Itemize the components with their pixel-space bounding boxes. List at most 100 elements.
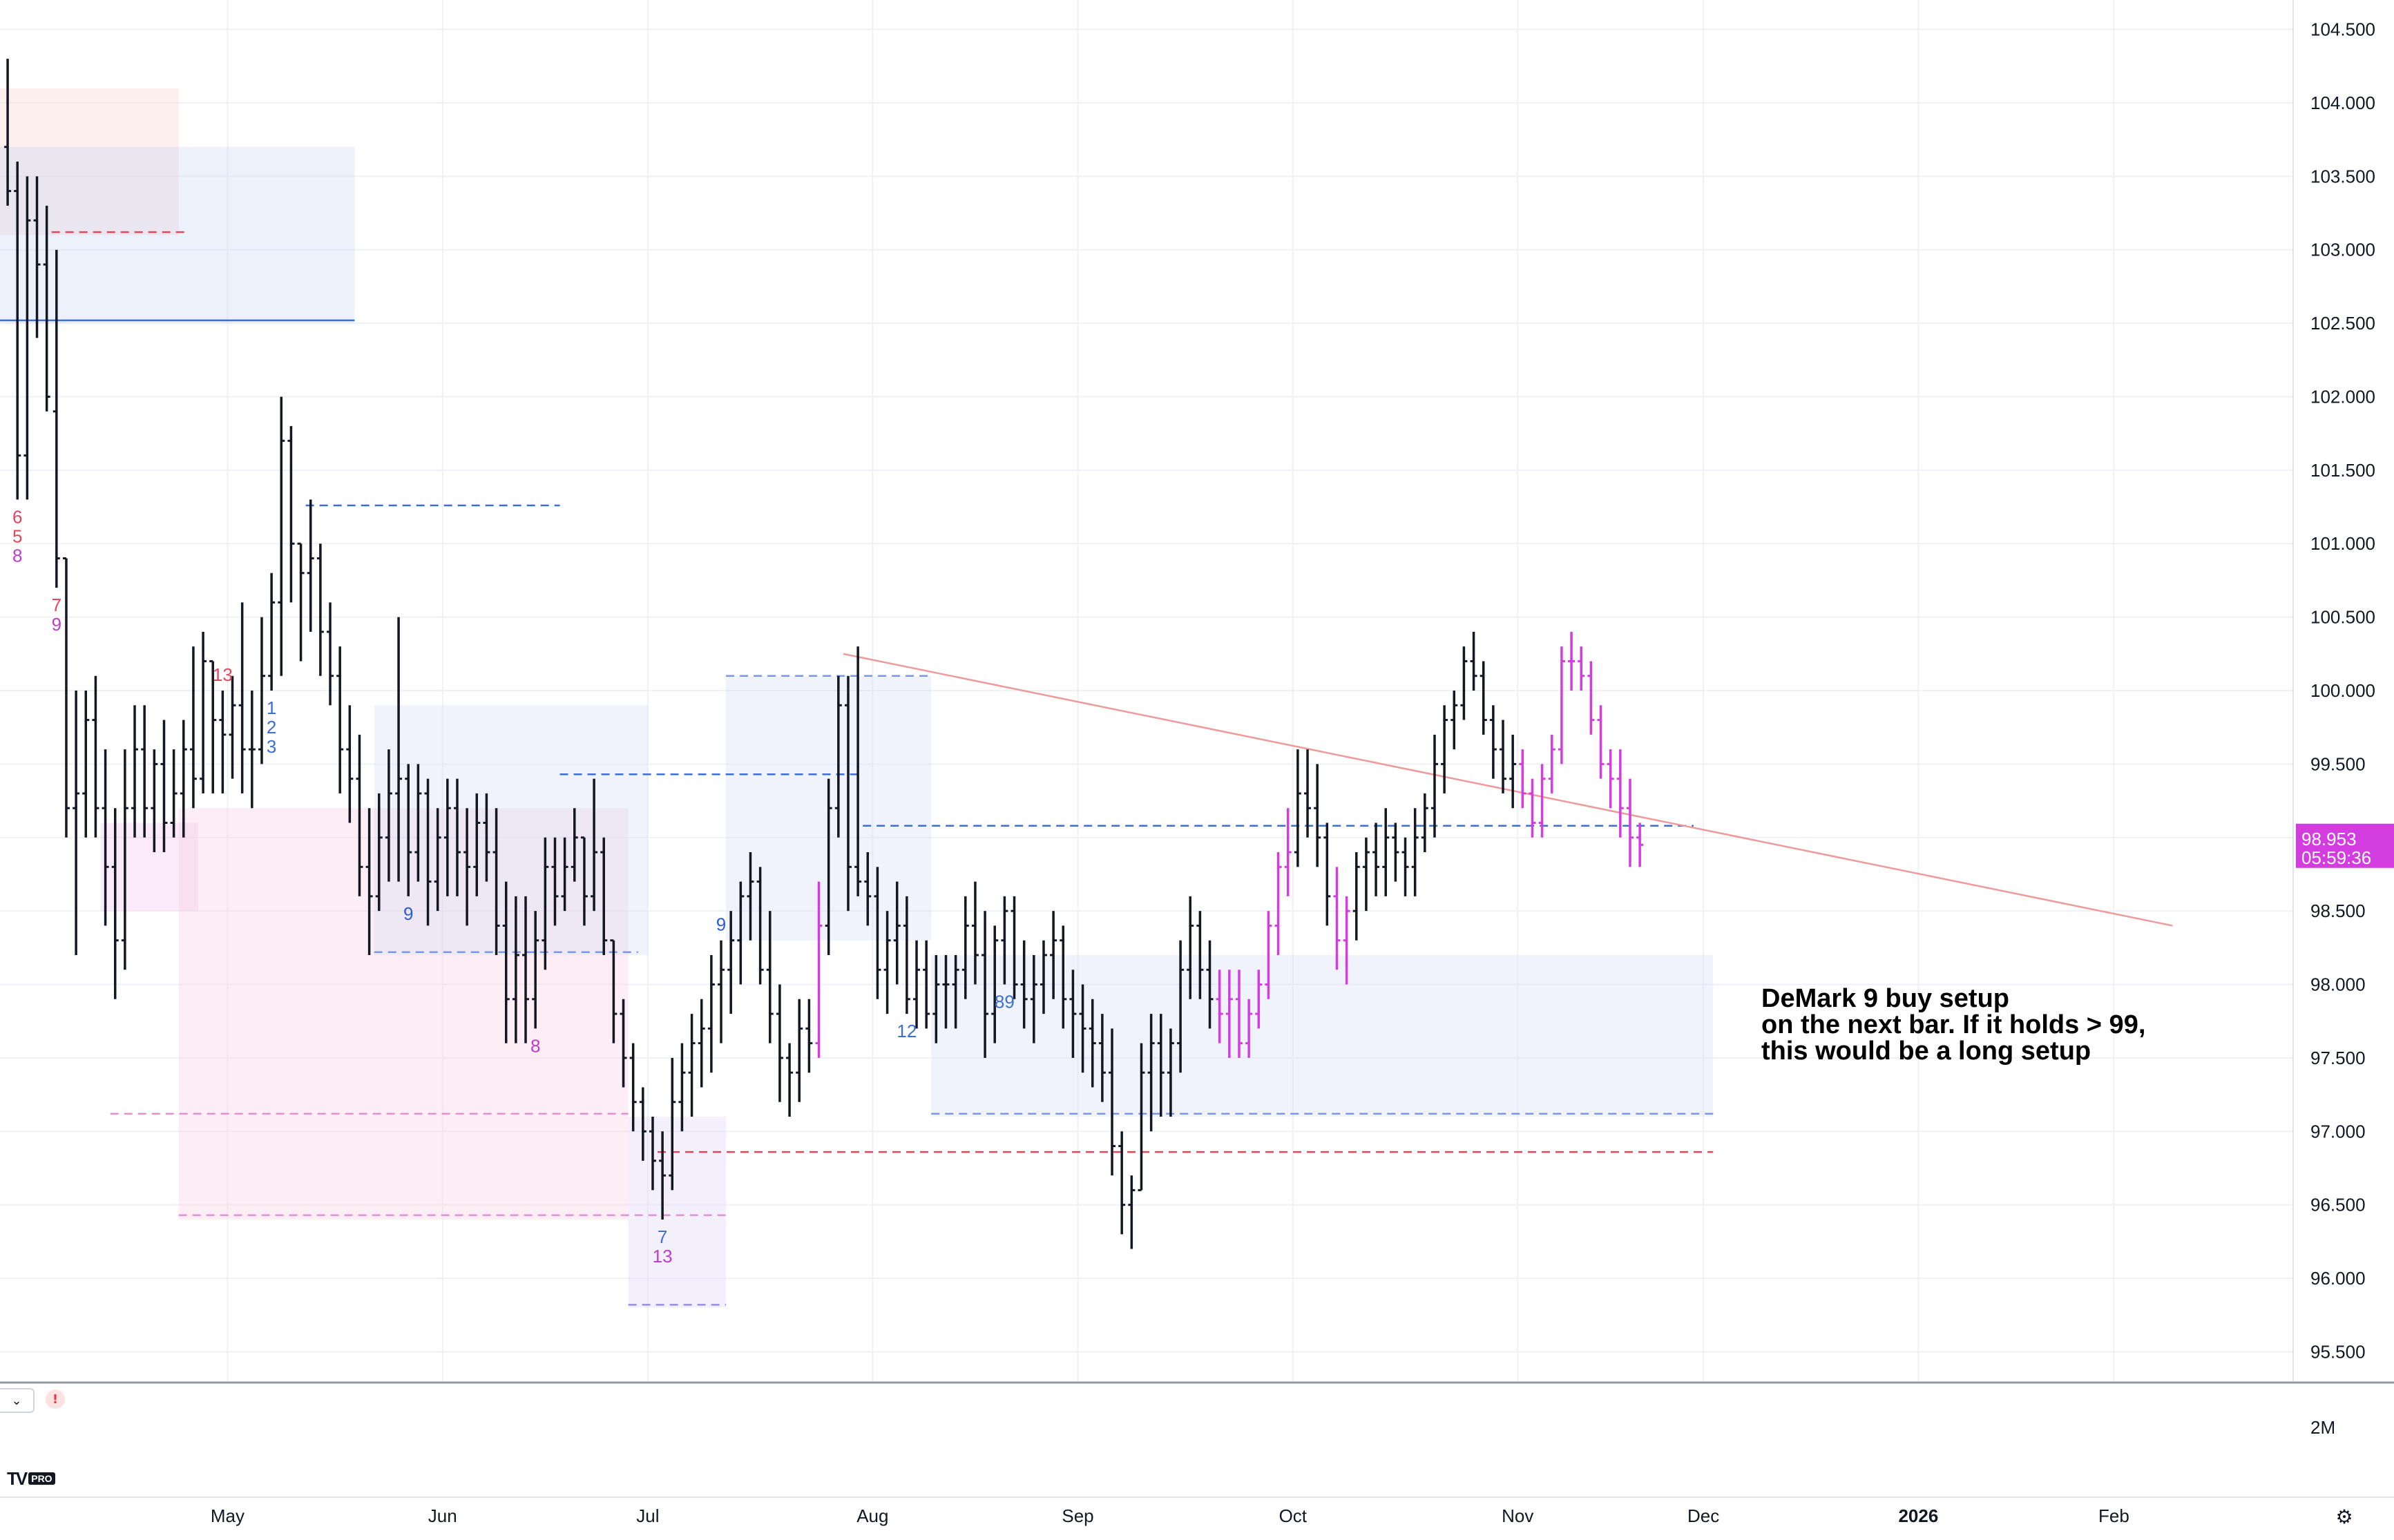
ohlc-bar [1167, 1028, 1174, 1117]
ohlc-bar [796, 999, 803, 1102]
month-label: Sep [1062, 1505, 1093, 1526]
zone-box [931, 954, 1714, 1117]
demark-count: 6 [12, 506, 22, 527]
ohlc-bar [1020, 940, 1028, 1029]
ohlc-bar [1245, 999, 1253, 1058]
ohlc-bar [610, 939, 617, 1043]
demark-count: 9 [716, 914, 726, 935]
ohlc-bar [1284, 808, 1292, 896]
logo-badge: PRO [28, 1472, 55, 1485]
ohlc-bar [1314, 764, 1321, 867]
ohlc-bar [1568, 631, 1576, 691]
ohlc-bar [961, 896, 969, 999]
trendline-segment [843, 653, 2173, 927]
ohlc-bar [522, 896, 530, 1043]
demark-count: 7 [52, 595, 61, 615]
ohlc-bar [1509, 734, 1517, 809]
demark-count: 13 [213, 664, 233, 685]
ohlc-bar [1450, 691, 1458, 750]
ohlc-bar [1138, 1043, 1145, 1191]
zone-box [0, 88, 179, 235]
ohlc-bar [1538, 764, 1546, 838]
price-tick-label: 98.000 [2310, 974, 2366, 995]
demark-count: 8 [12, 545, 22, 566]
price-tick-label: 96.500 [2310, 1195, 2366, 1215]
ohlc-bar [327, 602, 334, 706]
ohlc-bar [991, 925, 999, 1043]
ohlc-bar [1352, 852, 1360, 941]
month-label: Aug [856, 1505, 888, 1526]
ohlc-bar [834, 675, 842, 838]
price-tick-label: 104.000 [2310, 93, 2375, 113]
ohlc-bar [1441, 705, 1448, 793]
ohlc-bar [1343, 896, 1350, 985]
exclamation-icon[interactable]: ! [46, 1389, 65, 1409]
volume-pane: 2M [0, 1381, 2394, 1498]
annotation-line: this would be a long setup [1761, 1037, 2091, 1066]
ohlc-bar [883, 911, 891, 1014]
ohlc-bar [121, 749, 128, 970]
ohlc-bar [219, 691, 227, 793]
ohlc-bar [1060, 925, 1067, 1029]
price-tick-label: 102.000 [2310, 386, 2375, 407]
zone-box [0, 146, 355, 324]
demark-count: 5 [12, 526, 22, 546]
ohlc-bar [952, 954, 959, 1029]
chevron-down-icon[interactable]: ⌄ [0, 1388, 35, 1413]
gear-icon[interactable]: ⚙ [2335, 1505, 2353, 1528]
ohlc-bar [591, 778, 598, 912]
ohlc-bar [1460, 646, 1468, 720]
demark-zones [0, 88, 1714, 1308]
demark-count: 2 [267, 717, 276, 738]
ohlc-bar [385, 749, 392, 882]
ohlc-bar [473, 793, 481, 896]
ohlc-bar [620, 999, 627, 1088]
price-tick-label: 101.000 [2310, 533, 2375, 554]
ohlc-bar [141, 705, 149, 838]
ohlc-bar [756, 867, 764, 985]
ohlc-bar [678, 1043, 686, 1132]
ohlc-bar [1323, 822, 1331, 926]
ohlc-bar [92, 675, 99, 838]
ohlc-bar [297, 542, 305, 662]
ohlc-bar [874, 867, 881, 999]
month-label: Nov [1502, 1505, 1533, 1526]
ohlc-bar [1255, 970, 1263, 1029]
annotation-line: on the next bar. If it holds > 99, [1761, 1010, 2145, 1039]
ohlc-bar [238, 602, 246, 793]
ohlc-bar [1040, 940, 1047, 1014]
trendline[interactable] [843, 653, 2173, 927]
price-tick-label: 95.500 [2310, 1341, 2366, 1362]
ohlc-bar [502, 881, 510, 1043]
ohlc-bar [825, 778, 832, 955]
ohlc-bar [727, 911, 735, 1014]
ohlc-bar [1519, 749, 1526, 809]
price-axis[interactable]: 95.500 96.000 96.500 97.000 97.500 98.000 98.5… [2292, 0, 2375, 1381]
ohlc-bar [268, 572, 276, 691]
ohlc-bar [463, 808, 471, 926]
ohlc-bar [278, 396, 285, 676]
countdown-value: 05:59:36 [2301, 847, 2371, 868]
ohlc-bar [971, 881, 979, 985]
ohlc-bar [1187, 896, 1194, 999]
price-tick-label: 98.500 [2310, 901, 2366, 921]
ohlc-bar [1626, 778, 1634, 867]
ohlc-bar [424, 778, 432, 926]
ohlc-bar [111, 808, 119, 999]
ohlc-bar [52, 249, 60, 588]
ohlc-bar [151, 749, 158, 853]
price-tick-label: 99.500 [2310, 753, 2366, 774]
annotation-line: DeMark 9 buy setup [1761, 984, 2009, 1013]
tradingview-logo: TV PRO [7, 1468, 73, 1489]
ohlc-bar [669, 1057, 676, 1191]
ohlc-bar [434, 808, 441, 912]
ohlc-bar [43, 205, 50, 412]
time-axis[interactable]: rMayJunJulAugSepOctNovDec2026Feb [0, 1505, 2129, 1526]
ohlc-bar [1069, 970, 1077, 1058]
ohlc-bar [1079, 984, 1086, 1073]
ohlc-bar [805, 999, 813, 1073]
ohlc-bar [766, 911, 774, 1043]
